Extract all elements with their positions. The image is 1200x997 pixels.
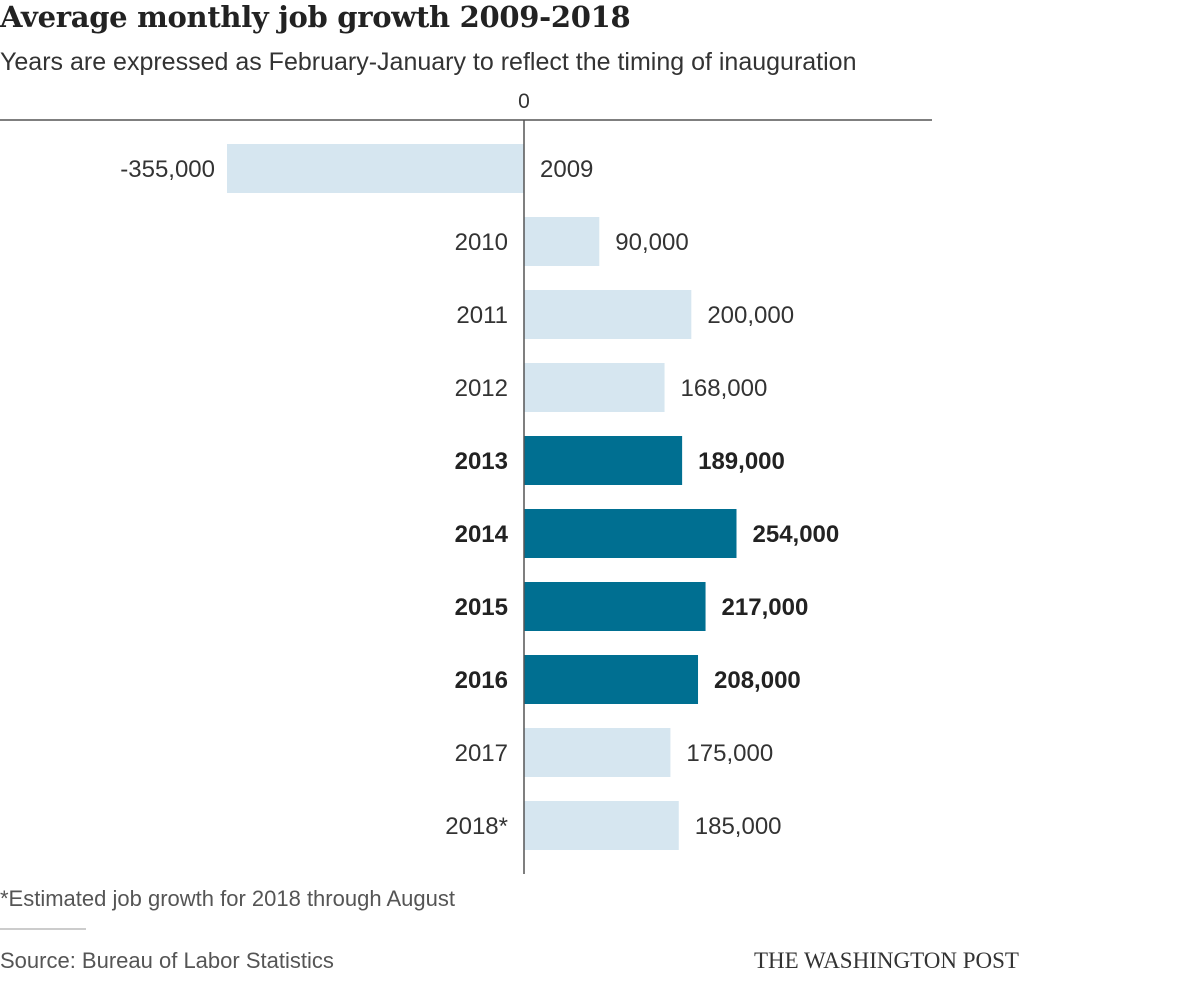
value-label-2014: 254,000 — [753, 521, 840, 548]
publisher-logo: THE WASHINGTON POST — [754, 948, 1019, 973]
value-label-2013: 189,000 — [698, 448, 785, 475]
value-label-2018-est: 185,000 — [695, 813, 782, 840]
category-label-2010: 2010 — [455, 229, 508, 256]
bars-layer — [227, 144, 737, 850]
bar-chart: 0 2009 -355,000 2010 90,000 2011 200,000 2012 16… — [0, 90, 932, 874]
bar-2013 — [524, 436, 683, 485]
value-label-2010: 90,000 — [615, 229, 688, 256]
bar-2015 — [524, 582, 706, 631]
bar-2018-est — [524, 801, 679, 850]
bar-2009 — [227, 144, 524, 193]
category-label-2018-est: 2018* — [445, 813, 508, 840]
labels-layer: 0 2009 -355,000 2010 90,000 2011 200,000 2012 16… — [120, 90, 839, 840]
category-label-2017: 2017 — [455, 740, 508, 767]
value-label-2009: -355,000 — [120, 156, 215, 183]
footnote: *Estimated job growth for 2018 through A… — [0, 886, 455, 911]
bar-2011 — [524, 290, 692, 339]
bar-2014 — [524, 509, 737, 558]
category-label-2011: 2011 — [456, 302, 508, 329]
value-label-2011: 200,000 — [707, 302, 794, 329]
axes-layer — [0, 119, 932, 874]
chart-title: Average monthly job growth 2009-2018 — [0, 0, 631, 34]
value-label-2017: 175,000 — [686, 740, 773, 767]
bar-2010 — [524, 217, 600, 266]
source-credit: Source: Bureau of Labor Statistics — [0, 948, 334, 973]
category-label-2016: 2016 — [455, 667, 508, 694]
bar-2012 — [524, 363, 665, 412]
category-label-2009: 2009 — [540, 156, 593, 183]
value-label-2016: 208,000 — [714, 667, 801, 694]
category-label-2013: 2013 — [455, 448, 508, 475]
category-label-2014: 2014 — [455, 521, 509, 548]
footer-divider — [0, 928, 86, 930]
zero-tick-label: 0 — [518, 90, 530, 113]
category-label-2012: 2012 — [455, 375, 508, 402]
chart-subtitle: Years are expressed as February-January … — [0, 48, 857, 76]
value-label-2015: 217,000 — [722, 594, 809, 621]
value-label-2012: 168,000 — [681, 375, 768, 402]
bar-2017 — [524, 728, 671, 777]
category-label-2015: 2015 — [455, 594, 508, 621]
bar-2016 — [524, 655, 699, 704]
